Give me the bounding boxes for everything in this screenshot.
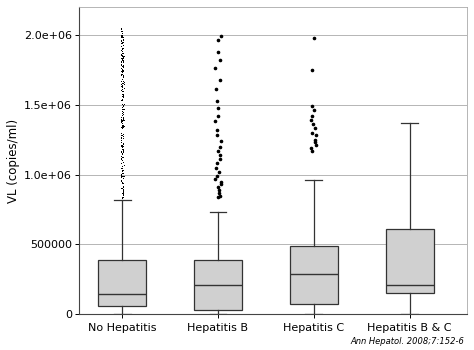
Bar — [290, 246, 337, 304]
Bar — [386, 229, 434, 293]
Bar — [98, 260, 146, 306]
Y-axis label: VL (copies/ml): VL (copies/ml) — [7, 119, 20, 203]
Text: Ann Hepatol. 2008;7:152-6: Ann Hepatol. 2008;7:152-6 — [351, 337, 465, 346]
Bar — [194, 260, 242, 310]
